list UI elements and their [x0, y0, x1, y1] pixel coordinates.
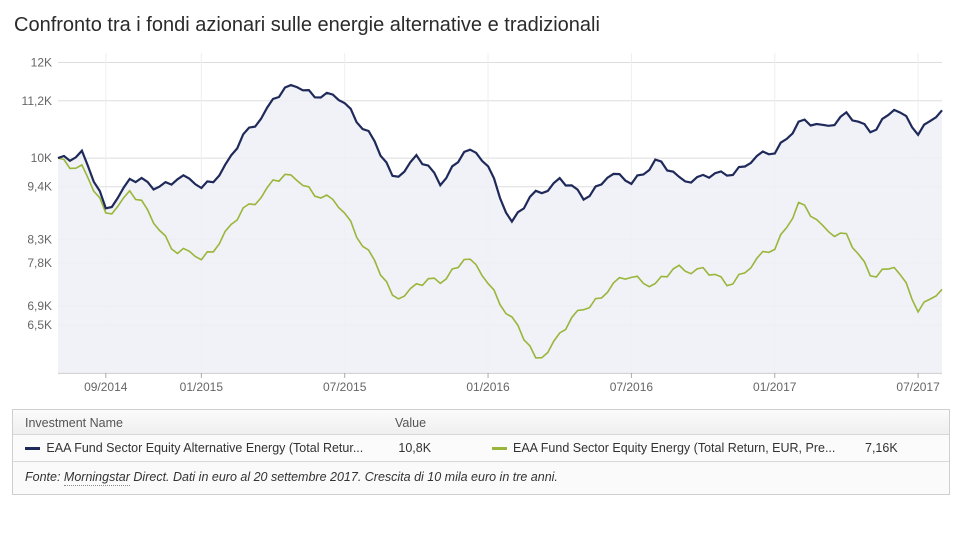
svg-text:12K: 12K — [31, 56, 52, 70]
chart-title: Confronto tra i fondi azionari sulle ene… — [14, 14, 948, 37]
legend-series-alt-value: 10,8K — [398, 441, 470, 455]
source-prefix: Fonte: — [25, 470, 64, 484]
svg-text:09/2014: 09/2014 — [84, 380, 128, 394]
source-link: Morningstar — [64, 470, 130, 486]
svg-text:07/2017: 07/2017 — [896, 380, 940, 394]
svg-text:9,4K: 9,4K — [27, 180, 52, 194]
legend-swatch-trad — [492, 447, 507, 450]
source-rest: Direct. Dati in euro al 20 settembre 201… — [130, 470, 558, 484]
svg-text:6,5K: 6,5K — [27, 318, 52, 332]
chart-svg: 6,5K 6,9K 7,8K 8,3K 9,4K 10K 11,2K 12K 09/2014 01… — [12, 43, 948, 403]
svg-text:8,3K: 8,3K — [27, 232, 52, 246]
legend-source: Fonte: Morningstar Direct. Dati in euro … — [13, 462, 949, 494]
legend-series-trad-value: 7,16K — [865, 441, 937, 455]
legend-row: EAA Fund Sector Equity Alternative Energ… — [13, 435, 949, 462]
legend-series-trad-name: EAA Fund Sector Equity Energy (Total Ret… — [513, 441, 865, 455]
svg-text:7,8K: 7,8K — [27, 256, 52, 270]
chart-area: 6,5K 6,9K 7,8K 8,3K 9,4K 10K 11,2K 12K 09/2014 01… — [12, 43, 948, 403]
page-root: Confronto tra i fondi azionari sulle ene… — [0, 0, 960, 541]
svg-text:07/2016: 07/2016 — [610, 380, 654, 394]
legend-swatch-alt — [25, 447, 40, 450]
legend-header: Investment Name Value — [13, 410, 949, 435]
svg-text:10K: 10K — [31, 151, 52, 165]
legend-header-name: Investment Name — [25, 416, 395, 430]
svg-text:01/2015: 01/2015 — [180, 380, 224, 394]
svg-text:6,9K: 6,9K — [27, 299, 52, 313]
svg-text:07/2015: 07/2015 — [323, 380, 367, 394]
legend-series-alt-name: EAA Fund Sector Equity Alternative Energ… — [46, 441, 398, 455]
svg-text:11,2K: 11,2K — [22, 94, 52, 108]
svg-text:01/2017: 01/2017 — [753, 380, 797, 394]
legend-panel: Investment Name Value EAA Fund Sector Eq… — [12, 409, 950, 495]
svg-text:01/2016: 01/2016 — [466, 380, 510, 394]
legend-header-value: Value — [395, 416, 475, 430]
